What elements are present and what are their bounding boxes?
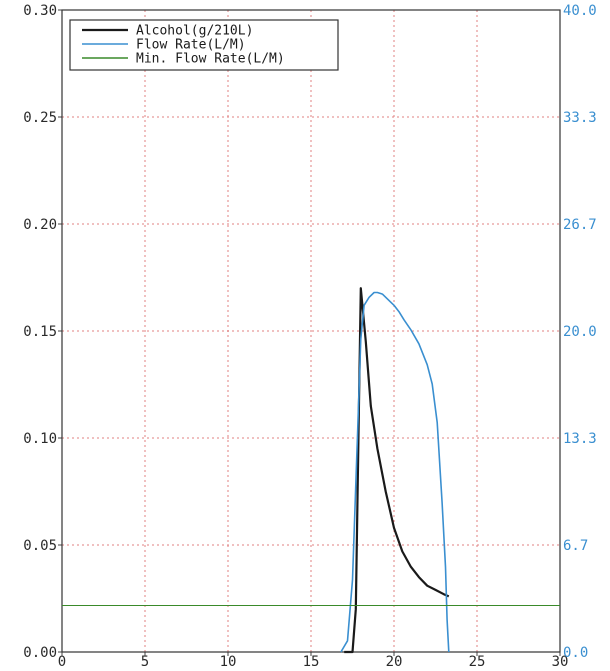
legend-box xyxy=(69,19,339,71)
legend: Alcohol(g/210L)Flow Rate(L/M)Min. Flow R… xyxy=(69,19,339,71)
y-right-tick-label: 40.0 xyxy=(563,3,597,19)
series-group xyxy=(62,287,560,654)
series-line-alcohol-g-210l xyxy=(344,287,450,654)
x-tick-label: 15 xyxy=(303,654,320,670)
plot-frame xyxy=(61,9,561,653)
legend-label-min-flow-rate-l-m: Min. Flow Rate(L/M) xyxy=(136,52,285,67)
y-right-tick-label: 13.3 xyxy=(563,431,597,447)
y-right-tick-label: 26.7 xyxy=(563,217,597,233)
y-right-tick-label: 20.0 xyxy=(563,324,597,340)
y-left-tick-label: 0.30 xyxy=(23,3,57,19)
grid xyxy=(62,10,560,652)
y-left-tick-label: 0.20 xyxy=(23,217,57,233)
y-right-tick-label: 0.0 xyxy=(563,645,588,661)
legend-label-alcohol-g-210l: Alcohol(g/210L) xyxy=(136,24,253,39)
legend-label-flow-rate-l-m: Flow Rate(L/M) xyxy=(136,38,246,53)
y-right-tick-label: 33.3 xyxy=(563,110,597,126)
y-left-tick-label: 0.10 xyxy=(23,431,57,447)
x-tick-label: 25 xyxy=(469,654,486,670)
y-left-tick-label: 0.00 xyxy=(23,645,57,661)
x-tick-label: 20 xyxy=(386,654,403,670)
y-right-tick-label: 6.7 xyxy=(563,538,588,554)
axes: 0 5 10 15 20 25 30 0.00 0.05 0.10 0.15 0.20 0.25 0.30… xyxy=(23,3,596,670)
y-left-tick-label: 0.15 xyxy=(23,324,57,340)
y-left-tick-label: 0.05 xyxy=(23,538,57,554)
y-left-tick-label: 0.25 xyxy=(23,110,57,126)
x-tick-label: 0 xyxy=(58,654,66,670)
x-tick-label: 10 xyxy=(220,654,237,670)
x-tick-label: 5 xyxy=(141,654,149,670)
x-tick-label: 30 xyxy=(552,654,569,670)
series-line-flow-rate-l-m xyxy=(340,291,450,653)
